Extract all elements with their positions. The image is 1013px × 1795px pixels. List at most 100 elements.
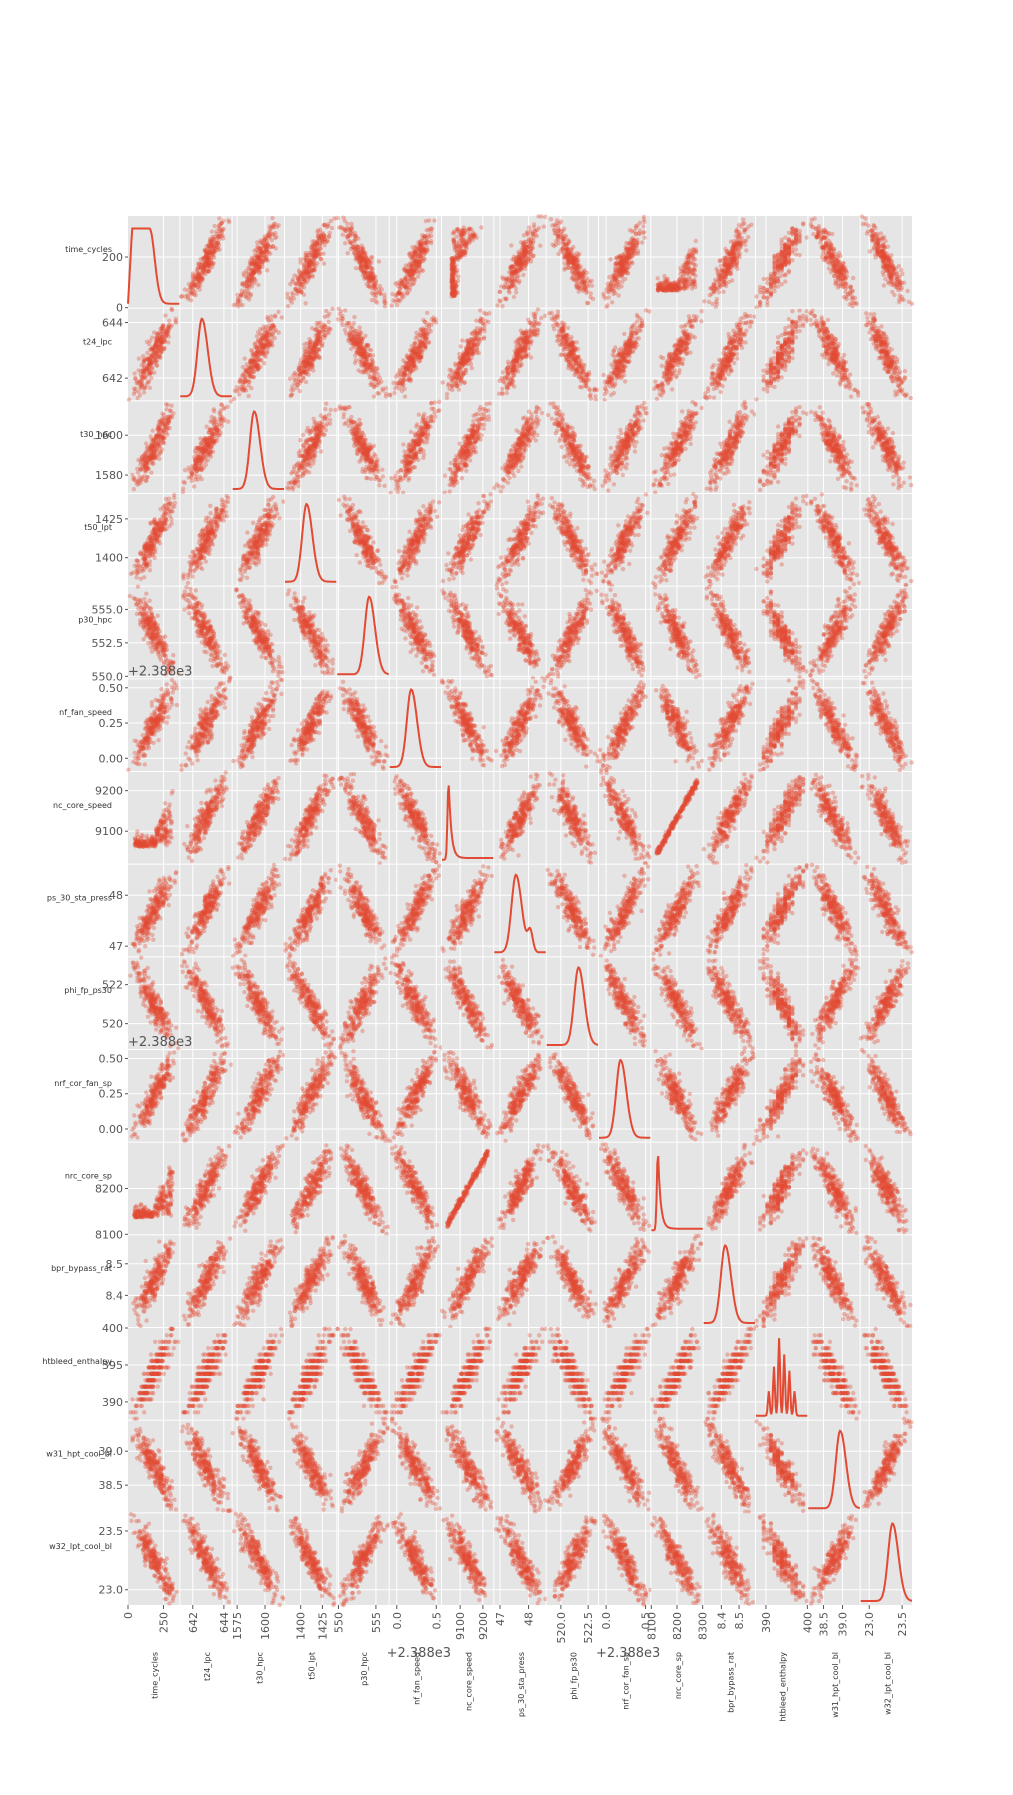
scatter-point (429, 241, 433, 245)
scatter-point (195, 268, 199, 272)
scatter-point (270, 216, 274, 220)
scatter-point (531, 253, 535, 257)
scatter-point (450, 263, 454, 267)
scatter-point (206, 264, 210, 268)
scatter-point (290, 280, 294, 284)
scatter-point (198, 287, 202, 291)
scatter-point (457, 245, 461, 249)
panel-time-cycles-vs-nc-core-speed (442, 216, 493, 308)
scatter-point (249, 268, 253, 272)
scatter-point (390, 292, 394, 296)
scatter-point (311, 274, 315, 278)
scatter-point (529, 259, 533, 263)
scatter-point (319, 246, 323, 250)
scatter-point (353, 234, 357, 238)
scatter-point (398, 287, 402, 291)
scatter-point (210, 265, 214, 269)
scatter-point (529, 246, 533, 250)
scatter-point (510, 264, 514, 268)
scatter-point (253, 262, 257, 266)
scatter-point (474, 236, 478, 240)
scatter-point (362, 277, 366, 281)
scatter-point (262, 238, 266, 242)
scatter-point (395, 293, 399, 297)
scatter-point (430, 227, 434, 231)
scatter-point (536, 214, 540, 218)
scatter-point (520, 257, 524, 261)
scatter-point (417, 260, 421, 264)
scatter-point (339, 225, 343, 229)
scatter-point (349, 222, 353, 226)
scatter-point (382, 296, 386, 300)
scatter-point (502, 285, 506, 289)
scatter-point (379, 292, 383, 296)
scatter-point (424, 219, 428, 223)
scatter-point (495, 303, 499, 307)
scatter-point (393, 282, 397, 286)
scatter-point (512, 295, 516, 299)
scatter-point (509, 243, 513, 247)
scatter-point (312, 266, 316, 270)
scatter-point (432, 218, 436, 222)
scatter-point (420, 236, 424, 240)
scatter-point (511, 270, 515, 274)
scatter-point (407, 251, 411, 255)
scatter-point (452, 242, 456, 246)
scatter-point (504, 276, 508, 280)
scatter-point (265, 268, 269, 272)
scatter-point (356, 251, 360, 255)
scatter-point (462, 238, 466, 242)
scatter-point (269, 245, 273, 249)
scatter-point (254, 279, 258, 283)
scatter-point (457, 239, 461, 243)
scatter-point (206, 258, 210, 262)
scatter-point (273, 231, 277, 235)
scatter-point (409, 277, 413, 281)
scatter-point (247, 297, 251, 301)
scatter-point (498, 299, 502, 303)
scatter-point (402, 283, 406, 287)
scatter-point (421, 269, 425, 273)
scatter-point (514, 290, 518, 294)
scatter-point (362, 263, 366, 267)
scatter-point (236, 304, 240, 308)
scatter-point (532, 222, 536, 226)
scatter-point (313, 242, 317, 246)
scatter-point (525, 230, 529, 234)
scatter-point (319, 257, 323, 261)
scatter-point (305, 265, 309, 269)
scatter-point (416, 275, 420, 279)
scatter-point (257, 262, 261, 266)
scatter-point (403, 277, 407, 281)
scatter-point (335, 216, 339, 220)
scatter-point (542, 225, 546, 229)
scatter-point (371, 278, 375, 282)
scatter-point (452, 231, 456, 235)
scatter-point (455, 227, 459, 231)
scatter-point (395, 303, 399, 307)
scatter-point (410, 245, 414, 249)
scatter-point (189, 290, 193, 294)
panel-time-cycles-vs-p30-hpc (335, 216, 388, 309)
scatter-point (302, 256, 306, 260)
scatter-point (471, 232, 475, 236)
scatter-point (461, 250, 465, 254)
panel-background (128, 216, 179, 308)
scatter-point (315, 247, 319, 251)
scatter-point (409, 268, 413, 272)
scatter-point (537, 226, 541, 230)
scatter-point (353, 239, 357, 243)
scatter-point (375, 300, 379, 304)
scatter-matrix-panels (126, 214, 914, 1607)
scatter-point (469, 236, 473, 240)
scatter-point (240, 303, 244, 307)
scatter-point (323, 236, 327, 240)
scatter-point (330, 226, 334, 230)
scatter-point (216, 248, 220, 252)
scatter-point (290, 291, 294, 295)
scatter-point (183, 287, 187, 291)
scatter-point (348, 233, 352, 237)
scatter-point (201, 266, 205, 270)
scatter-point (524, 251, 528, 255)
scatter-point (220, 229, 224, 233)
